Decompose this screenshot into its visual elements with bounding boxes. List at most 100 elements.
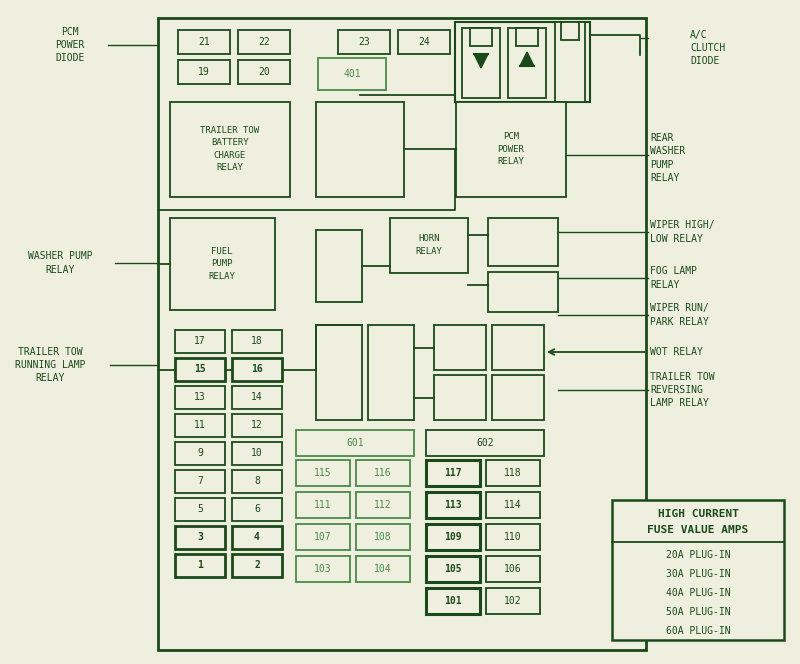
Polygon shape [520,52,534,66]
Bar [158,18,646,650]
Text: 16: 16 [251,365,263,374]
Bar [426,460,480,486]
Bar [232,386,282,409]
Text: 1: 1 [197,560,203,570]
Bar [175,554,225,577]
Bar [516,28,538,46]
Bar [434,325,486,370]
Text: 13: 13 [194,392,206,402]
Text: 101: 101 [444,596,462,606]
Bar [426,588,480,614]
Text: 14: 14 [251,392,263,402]
Bar [486,556,540,582]
Text: 23: 23 [358,37,370,47]
Bar [426,524,480,550]
Bar [561,22,579,40]
Text: HORN
RELAY: HORN RELAY [415,234,442,256]
Bar [492,375,544,420]
Text: REAR
WASHER
PUMP
RELAY: REAR WASHER PUMP RELAY [650,133,686,183]
Bar [486,588,540,614]
Text: 4: 4 [254,533,260,542]
Bar [486,460,540,486]
Text: FUEL
PUMP
RELAY: FUEL PUMP RELAY [209,247,235,281]
Text: 60A PLUG-IN: 60A PLUG-IN [666,626,730,636]
Bar [434,375,486,420]
Text: 8: 8 [254,477,260,487]
Bar [486,492,540,518]
Bar [296,524,350,550]
Text: WASHER PUMP
RELAY: WASHER PUMP RELAY [28,252,92,275]
Text: 114: 114 [504,500,522,510]
Bar [175,470,225,493]
Text: WIPER RUN/
PARK RELAY: WIPER RUN/ PARK RELAY [650,303,709,327]
Bar [170,102,290,197]
Bar [232,470,282,493]
Text: 17: 17 [194,337,206,347]
Text: 6: 6 [254,505,260,515]
Bar [175,414,225,437]
Bar [316,230,362,302]
Text: 106: 106 [504,564,522,574]
Bar [488,272,558,312]
Bar [426,492,480,518]
Text: 12: 12 [251,420,263,430]
Bar [178,30,230,54]
Text: 401: 401 [343,69,361,79]
Bar [232,554,282,577]
Text: 22: 22 [258,37,270,47]
Bar [238,60,290,84]
Bar [390,218,468,273]
Bar [178,60,230,84]
Bar [175,526,225,549]
Bar [296,430,414,456]
Bar [318,58,386,90]
Text: 111: 111 [314,500,332,510]
Text: 20A PLUG-IN: 20A PLUG-IN [666,550,730,560]
Bar [356,460,410,486]
Text: 601: 601 [346,438,364,448]
Text: TRAILER TOW
BATTERY
CHARGE
RELAY: TRAILER TOW BATTERY CHARGE RELAY [201,125,259,172]
Text: 103: 103 [314,564,332,574]
Text: 11: 11 [194,420,206,430]
Bar [488,218,558,266]
Text: 7: 7 [197,477,203,487]
Text: WIPER HIGH/
LOW RELAY: WIPER HIGH/ LOW RELAY [650,220,714,244]
Bar [368,325,414,420]
Text: 40A PLUG-IN: 40A PLUG-IN [666,588,730,598]
Polygon shape [474,54,488,68]
Bar [516,28,538,46]
Bar [175,442,225,465]
Bar [470,28,492,46]
Bar [462,28,500,98]
Text: 18: 18 [251,337,263,347]
Bar [232,358,282,381]
Bar [426,556,480,582]
Text: 20: 20 [258,67,270,77]
Bar [492,325,544,370]
Bar [170,218,275,310]
Bar [175,386,225,409]
Text: PCM
POWER
DIODE: PCM POWER DIODE [55,27,85,63]
Text: 10: 10 [251,448,263,459]
Text: 117: 117 [444,468,462,478]
Bar [398,30,450,54]
Text: 110: 110 [504,532,522,542]
Text: FOG LAMP
RELAY: FOG LAMP RELAY [650,266,697,290]
Text: 21: 21 [198,37,210,47]
Text: 30A PLUG-IN: 30A PLUG-IN [666,569,730,579]
Text: 105: 105 [444,564,462,574]
Text: 116: 116 [374,468,392,478]
Bar [232,414,282,437]
Text: WOT RELAY: WOT RELAY [650,347,703,357]
Text: PCM
POWER
RELAY: PCM POWER RELAY [498,132,525,166]
Bar [296,460,350,486]
Bar [232,526,282,549]
Text: 115: 115 [314,468,332,478]
Text: 19: 19 [198,67,210,77]
Bar [612,500,784,640]
Text: 9: 9 [197,448,203,459]
Text: FUSE VALUE AMPS: FUSE VALUE AMPS [647,525,749,535]
Bar [175,498,225,521]
Bar [356,492,410,518]
Text: 24: 24 [418,37,430,47]
